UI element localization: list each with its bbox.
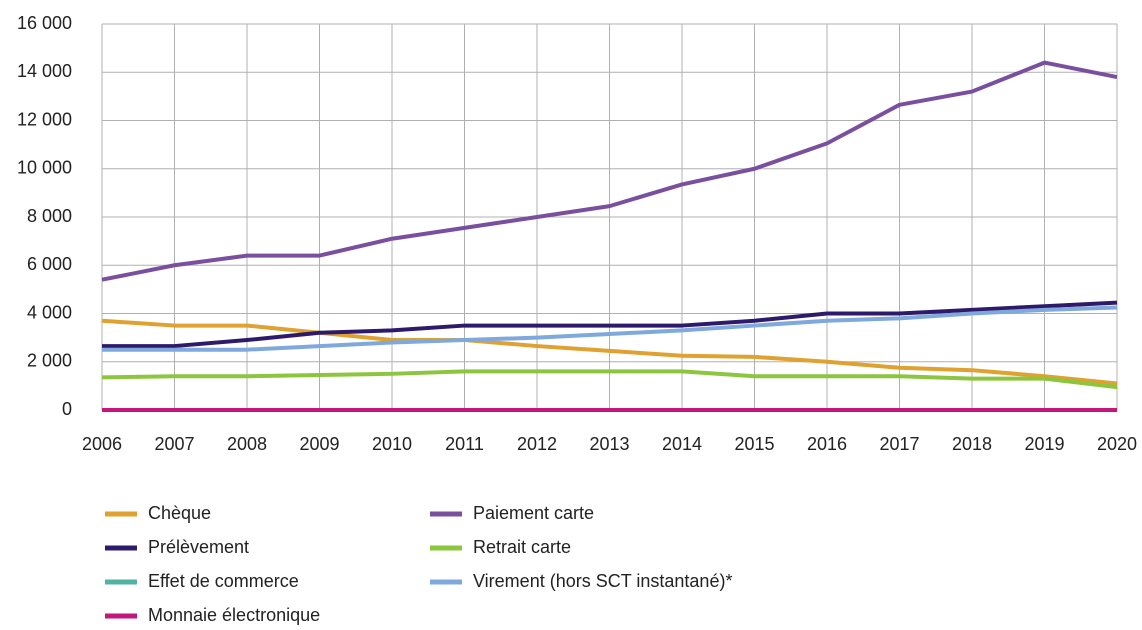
- legend-label: Paiement carte: [473, 503, 594, 523]
- y-tick-label: 14 000: [17, 61, 72, 81]
- legend-label: Prélèvement: [148, 537, 249, 557]
- series-line: [102, 305, 1118, 352]
- x-tick-label: 2014: [662, 434, 702, 454]
- legend-label: Monnaie électronique: [148, 605, 320, 625]
- x-tick-label: 2012: [517, 434, 557, 454]
- x-tick-label: 2009: [299, 434, 339, 454]
- y-tick-label: 6 000: [27, 254, 72, 274]
- x-tick-label: 2006: [82, 434, 122, 454]
- legend-label: Effet de commerce: [148, 571, 299, 591]
- series-line: [101, 369, 1118, 390]
- y-tick-label: 2 000: [27, 351, 72, 371]
- y-tick-label: 12 000: [17, 109, 72, 129]
- y-tick-label: 16 000: [17, 13, 72, 33]
- series-line: [102, 300, 1118, 349]
- x-tick-label: 2016: [807, 434, 847, 454]
- y-tick-label: 4 000: [27, 302, 72, 322]
- y-tick-label: 10 000: [17, 158, 72, 178]
- x-tick-label: 2018: [952, 434, 992, 454]
- y-tick-label: 0: [62, 399, 72, 419]
- legend-label: Chèque: [148, 503, 211, 523]
- legend-label: Virement (hors SCT instantané)*: [473, 571, 732, 591]
- x-tick-label: 2008: [227, 434, 267, 454]
- x-tick-label: 2020: [1097, 434, 1137, 454]
- legend-label: Retrait carte: [473, 537, 571, 557]
- series-line: [101, 60, 1118, 282]
- x-tick-label: 2019: [1024, 434, 1064, 454]
- x-tick-label: 2017: [879, 434, 919, 454]
- series-line: [101, 318, 1118, 386]
- y-tick-label: 8 000: [27, 206, 72, 226]
- x-tick-label: 2007: [154, 434, 194, 454]
- x-tick-label: 2010: [372, 434, 412, 454]
- x-tick-label: 2011: [445, 434, 484, 454]
- x-tick-label: 2015: [734, 434, 774, 454]
- x-tick-label: 2013: [589, 434, 629, 454]
